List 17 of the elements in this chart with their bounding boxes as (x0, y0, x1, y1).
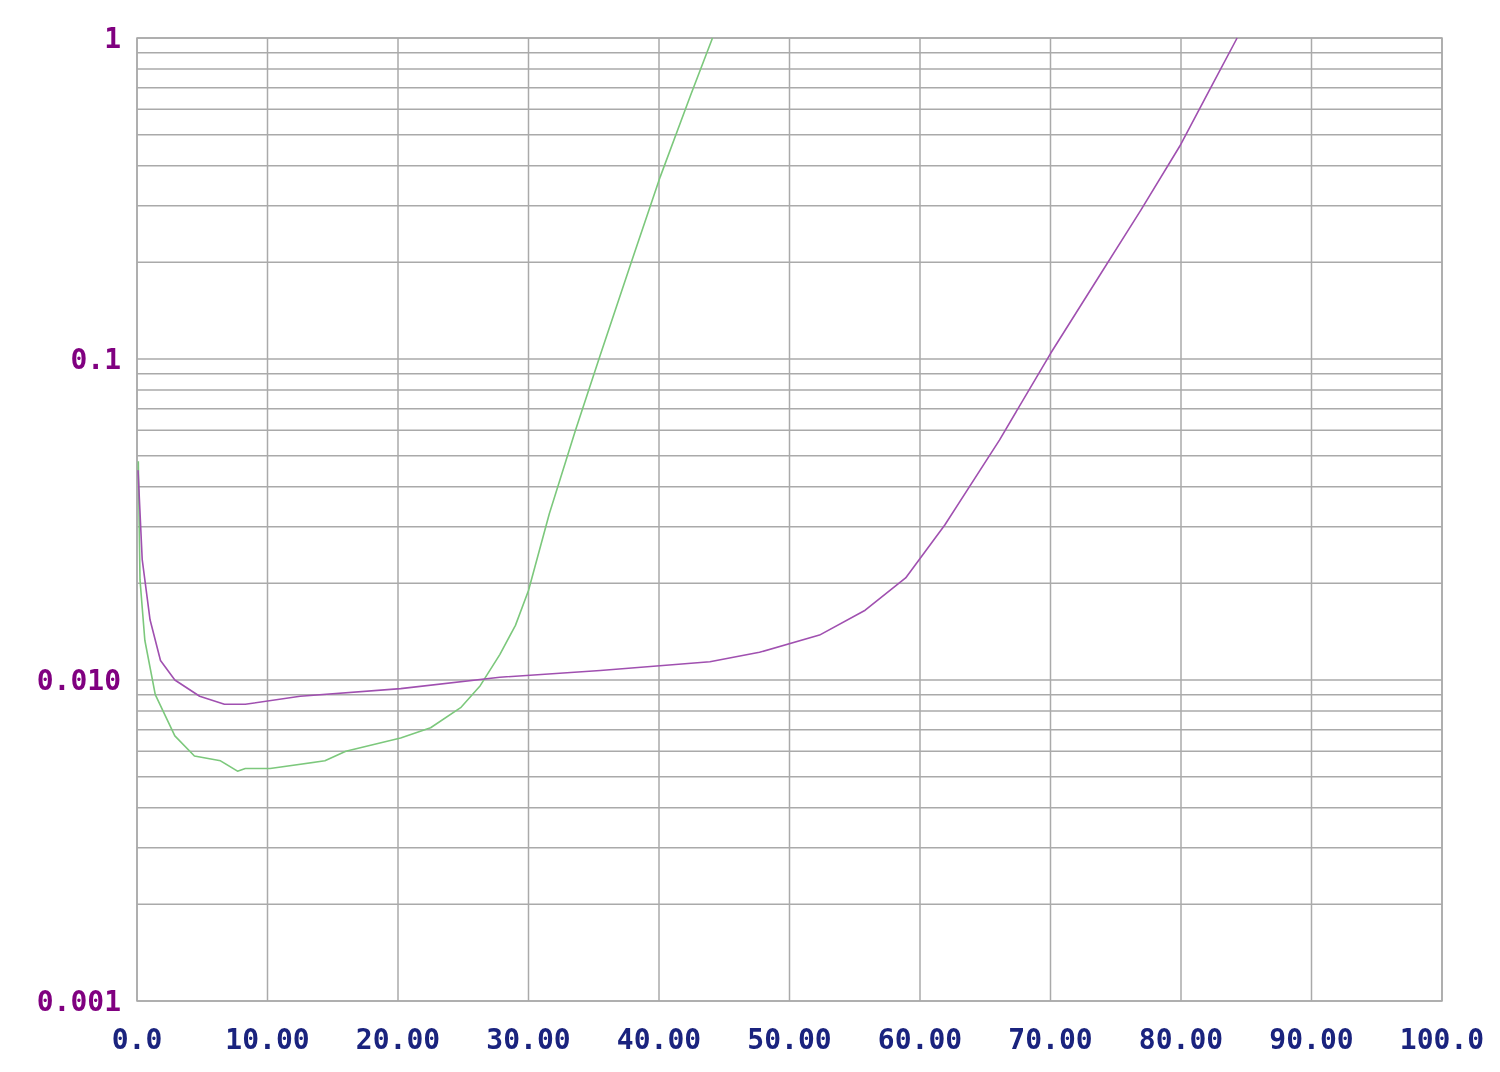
x-tick-label: 50.00 (747, 1023, 832, 1056)
x-tick-label: 90.00 (1269, 1023, 1354, 1056)
line-series (137, 37, 714, 772)
x-tick-label: 30.00 (486, 1023, 571, 1056)
line-series (137, 37, 1238, 706)
y-tick-label: 0.001 (36, 984, 121, 1018)
y-tick-label: 0.1 (70, 342, 121, 376)
x-tick-label: 60.00 (877, 1023, 963, 1056)
x-tick-label: 20.00 (355, 1023, 441, 1056)
y-tick-label: 0.010 (36, 663, 121, 697)
x-tick-label: 80.00 (1138, 1023, 1224, 1056)
x-tick-label: 10.00 (225, 1023, 310, 1056)
x-tick-label: 70.00 (1008, 1023, 1093, 1056)
x-tick-label: 100.0 (1399, 1023, 1485, 1056)
x-tick-label: 40.00 (616, 1023, 702, 1056)
y-tick-label: 1 (104, 21, 121, 55)
x-tick-label: 0.0 (111, 1023, 163, 1056)
